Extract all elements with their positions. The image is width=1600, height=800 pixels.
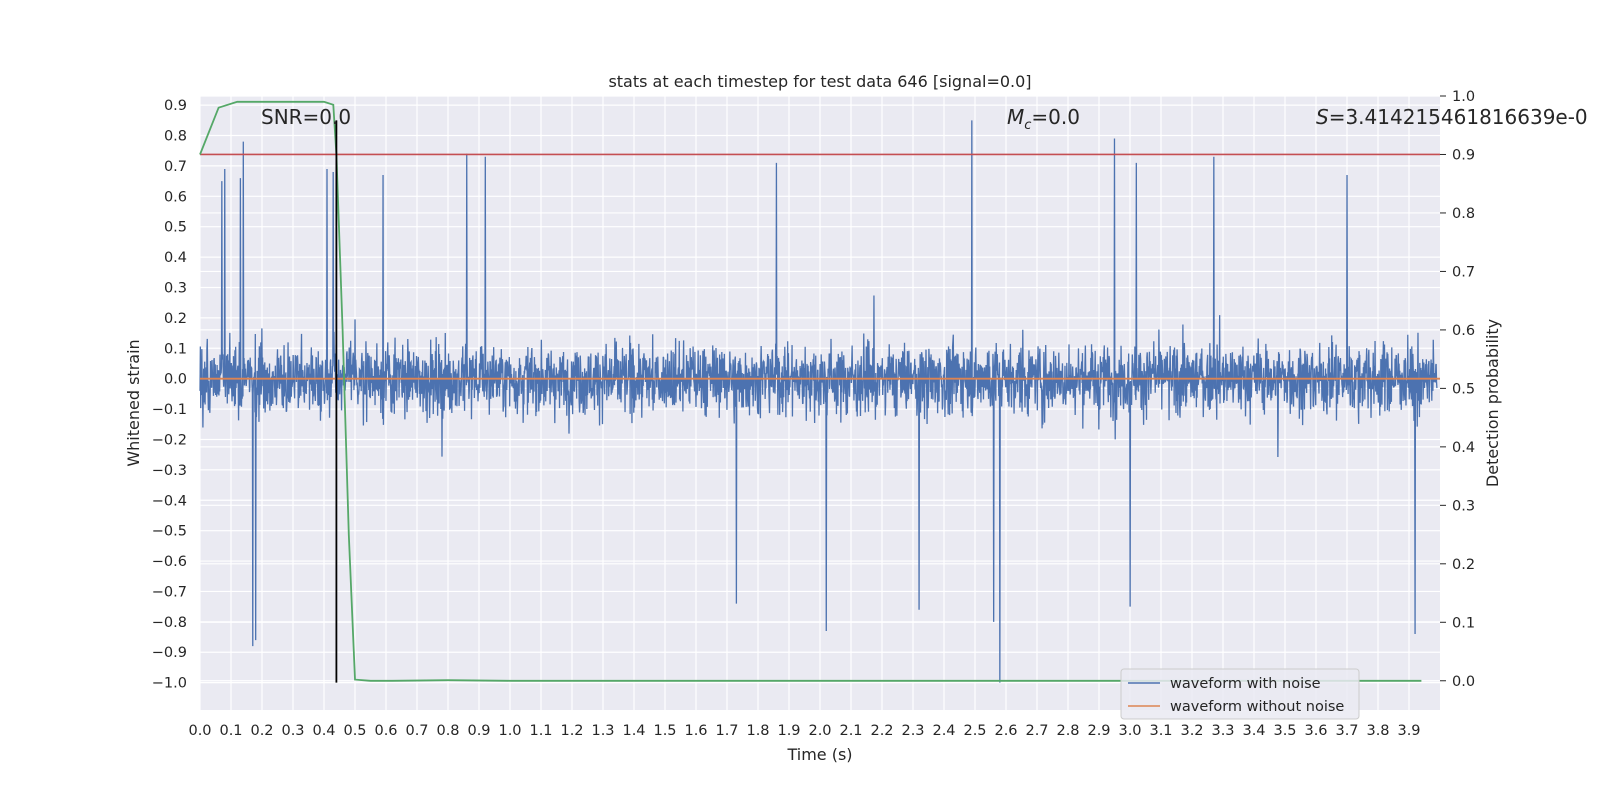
y-left-tick-label: 0.2 [164, 311, 187, 327]
mc-subscript: c [1024, 118, 1031, 133]
x-tick-label: 1.3 [591, 723, 614, 739]
x-tick-label: 3.3 [1211, 723, 1234, 739]
y-left-tick-label: −0.3 [152, 463, 187, 479]
x-tick-label: 2.9 [1087, 723, 1110, 739]
chart-title: stats at each timestep for test data 646… [608, 72, 1031, 91]
y-left-tick-label: −0.2 [152, 432, 187, 448]
x-tick-label: 1.1 [529, 723, 552, 739]
x-tick-label: 0.5 [343, 723, 366, 739]
y-left-tick-label: 0.1 [164, 341, 187, 357]
x-tick-label: 3.7 [1335, 723, 1358, 739]
y-left-tick-label: −0.1 [152, 402, 187, 418]
x-tick-label: 1.0 [498, 723, 521, 739]
x-tick-label: 0.0 [188, 723, 211, 739]
s-value: =3.414215461816639e-0 [1329, 105, 1588, 129]
y-axis-left-ticks: 0.9 0.8 0.7 0.6 0.5 0.4 0.3 0.2 0.1 0.0 −0.1 −0.2 −0… [152, 98, 187, 692]
y-left-tick-label: 0.7 [164, 159, 187, 175]
y-left-tick-label: 0.6 [164, 189, 187, 205]
x-tick-label: 0.7 [405, 723, 428, 739]
x-tick-label: 3.6 [1304, 723, 1327, 739]
y-left-tick-label: −0.9 [152, 645, 187, 661]
x-tick-label: 2.4 [932, 723, 955, 739]
s-annotation: S=3.414215461816639e-0 [1316, 105, 1588, 129]
y-right-tick-label: 0.2 [1452, 557, 1475, 573]
legend: waveform with noise waveform without noi… [1120, 668, 1360, 720]
legend-box [1120, 668, 1360, 720]
x-tick-label: 1.6 [684, 723, 707, 739]
y-left-tick-label: −1.0 [152, 676, 187, 692]
y-left-tick-label: 0.8 [164, 129, 187, 145]
x-tick-label: 0.1 [219, 723, 242, 739]
y-left-tick-label: −0.7 [152, 584, 187, 600]
x-tick-label: 3.5 [1273, 723, 1296, 739]
x-tick-label: 3.8 [1366, 723, 1389, 739]
x-tick-label: 1.9 [777, 723, 800, 739]
x-tick-label: 1.8 [746, 723, 769, 739]
legend-label-with-noise: waveform with noise [1170, 676, 1321, 692]
x-tick-label: 0.3 [281, 723, 304, 739]
y-right-tick-label: 0.7 [1452, 264, 1475, 280]
chirp-mass-annotation: Mc=0.0 [1007, 105, 1080, 133]
snr-annotation: SNR=0.0 [261, 105, 351, 129]
y-right-tick-label: 0.5 [1452, 381, 1475, 397]
mc-symbol: M [1007, 105, 1024, 129]
x-tick-label: 1.2 [560, 723, 583, 739]
grid [199, 95, 1440, 710]
mc-value: =0.0 [1031, 105, 1080, 129]
x-tick-label: 2.6 [994, 723, 1017, 739]
x-tick-label: 3.2 [1180, 723, 1203, 739]
x-tick-label: 1.4 [622, 723, 645, 739]
y-right-tick-label: 0.4 [1452, 440, 1475, 456]
s-symbol: S [1316, 105, 1329, 129]
x-tick-label: 2.5 [963, 723, 986, 739]
x-tick-label: 3.9 [1397, 723, 1420, 739]
overlays [199, 100, 1440, 683]
x-tick-label: 2.8 [1056, 723, 1079, 739]
x-tick-label: 0.4 [312, 723, 335, 739]
y-right-tick-label: 0.6 [1452, 323, 1475, 339]
y-left-tick-label: 0.4 [164, 250, 187, 266]
y-left-tick-label: 0.5 [164, 220, 187, 236]
y-left-tick-label: −0.6 [152, 554, 187, 570]
y-left-tick-label: −0.8 [152, 615, 187, 631]
y-right-tick-label: 0.8 [1452, 206, 1475, 222]
y-right-tick-label: 1.0 [1452, 89, 1475, 105]
y-right-tick-label: 0.1 [1452, 615, 1475, 631]
y-left-tick-label: 0.0 [164, 372, 187, 388]
y-axis-left-label: Whitened strain [124, 339, 143, 466]
x-tick-label: 2.0 [808, 723, 831, 739]
x-axis-label: Time (s) [786, 745, 852, 764]
y-right-tick-label: 0.3 [1452, 498, 1475, 514]
x-tick-label: 3.1 [1149, 723, 1172, 739]
detection-probability-line [199, 100, 1422, 682]
x-tick-label: 1.7 [715, 723, 738, 739]
x-tick-label: 3.0 [1118, 723, 1141, 739]
x-tick-label: 2.7 [1025, 723, 1048, 739]
x-tick-label: 2.3 [901, 723, 924, 739]
y-right-tick-label: 0.9 [1452, 147, 1475, 163]
y-left-tick-label: −0.4 [152, 493, 187, 509]
y-left-tick-label: 0.9 [164, 98, 187, 114]
y-left-tick-label: −0.5 [152, 524, 187, 540]
x-tick-label: 3.4 [1242, 723, 1265, 739]
y-left-tick-label: 0.3 [164, 280, 187, 296]
x-tick-label: 1.5 [653, 723, 676, 739]
x-tick-label: 0.6 [374, 723, 397, 739]
x-tick-label: 0.8 [436, 723, 459, 739]
x-tick-label: 0.2 [250, 723, 273, 739]
legend-label-without-noise: waveform without noise [1170, 699, 1344, 715]
y-axis-right-label: Detection probability [1483, 319, 1502, 487]
x-tick-label: 2.1 [839, 723, 862, 739]
x-axis-ticks: 0.0 0.1 0.2 0.3 0.4 0.5 0.6 0.7 0.8 0.9 1.0 1.1 1.2 1… [188, 723, 1420, 739]
y-right-tick-label: 0.0 [1452, 674, 1475, 690]
x-tick-label: 0.9 [467, 723, 490, 739]
y-axis-right-ticks: 1.0 0.9 0.8 0.7 0.6 0.5 0.4 0.3 0.2 0.1 0.0 [1440, 89, 1475, 690]
x-tick-label: 2.2 [870, 723, 893, 739]
